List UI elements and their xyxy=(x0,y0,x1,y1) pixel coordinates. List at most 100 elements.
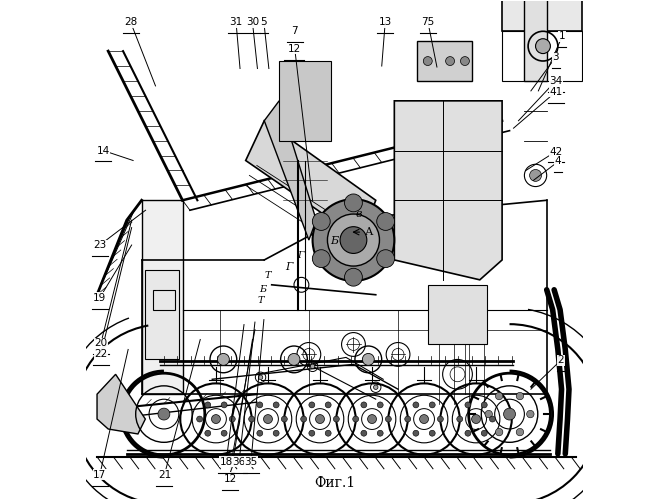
Text: 20: 20 xyxy=(94,338,107,348)
Circle shape xyxy=(309,430,315,436)
Circle shape xyxy=(257,430,263,436)
Text: 12: 12 xyxy=(223,474,237,484)
Text: 2: 2 xyxy=(557,356,564,366)
Circle shape xyxy=(217,354,229,366)
Circle shape xyxy=(300,416,306,422)
Circle shape xyxy=(333,416,339,422)
Circle shape xyxy=(325,430,331,436)
Circle shape xyxy=(345,268,363,286)
Circle shape xyxy=(257,402,263,408)
Circle shape xyxy=(536,38,551,54)
Text: 12: 12 xyxy=(288,44,300,54)
Circle shape xyxy=(211,414,220,424)
Circle shape xyxy=(490,416,496,422)
Polygon shape xyxy=(145,270,179,360)
Circle shape xyxy=(325,402,331,408)
Circle shape xyxy=(377,402,383,408)
Circle shape xyxy=(264,414,272,424)
Circle shape xyxy=(429,430,436,436)
Text: Б: Б xyxy=(330,236,339,246)
Text: 13: 13 xyxy=(379,18,392,28)
Polygon shape xyxy=(264,101,316,240)
Circle shape xyxy=(385,416,391,422)
Text: 14: 14 xyxy=(96,146,110,156)
Circle shape xyxy=(446,56,454,66)
Text: Г: Г xyxy=(298,252,304,260)
Circle shape xyxy=(221,402,227,408)
Text: Фиг.1: Фиг.1 xyxy=(314,476,355,490)
Bar xyxy=(502,31,583,81)
Circle shape xyxy=(472,414,480,424)
Circle shape xyxy=(258,375,263,380)
Circle shape xyxy=(481,430,487,436)
Text: 18: 18 xyxy=(219,457,233,467)
Bar xyxy=(502,0,583,31)
Text: 42: 42 xyxy=(549,146,563,156)
Circle shape xyxy=(438,416,444,422)
Circle shape xyxy=(377,430,383,436)
Text: в: в xyxy=(355,209,362,219)
Polygon shape xyxy=(142,200,183,394)
Circle shape xyxy=(516,392,524,400)
Circle shape xyxy=(363,354,374,366)
Text: Т: Т xyxy=(264,272,271,280)
Circle shape xyxy=(312,250,330,268)
Circle shape xyxy=(377,212,395,230)
Text: Г: Г xyxy=(285,262,292,272)
Circle shape xyxy=(316,414,324,424)
Text: Т: Т xyxy=(258,296,264,305)
Text: 5: 5 xyxy=(261,18,267,28)
Circle shape xyxy=(361,430,367,436)
Circle shape xyxy=(197,416,203,422)
Circle shape xyxy=(413,402,419,408)
Circle shape xyxy=(327,214,379,266)
Text: 7: 7 xyxy=(291,26,297,36)
Circle shape xyxy=(158,408,170,420)
Circle shape xyxy=(377,250,395,268)
Polygon shape xyxy=(97,374,145,434)
Circle shape xyxy=(496,392,503,400)
Bar xyxy=(427,285,487,344)
Text: 75: 75 xyxy=(421,18,435,28)
Circle shape xyxy=(353,416,359,422)
Circle shape xyxy=(205,402,211,408)
Circle shape xyxy=(361,402,367,408)
Text: 3: 3 xyxy=(553,52,559,62)
Circle shape xyxy=(205,430,211,436)
Text: Б: Б xyxy=(259,286,266,294)
Text: 4: 4 xyxy=(555,156,561,166)
Text: 7: 7 xyxy=(227,464,233,474)
Text: 31: 31 xyxy=(229,18,243,28)
Circle shape xyxy=(221,430,227,436)
Text: 19: 19 xyxy=(93,292,106,302)
Circle shape xyxy=(457,416,463,422)
Circle shape xyxy=(373,385,378,390)
Circle shape xyxy=(282,416,287,422)
Circle shape xyxy=(273,430,279,436)
Circle shape xyxy=(465,402,471,408)
Bar xyxy=(417,41,472,81)
Circle shape xyxy=(288,354,300,366)
Circle shape xyxy=(229,416,235,422)
Circle shape xyxy=(485,410,492,418)
Text: 41: 41 xyxy=(549,87,563,97)
Circle shape xyxy=(405,416,411,422)
Circle shape xyxy=(309,402,315,408)
Circle shape xyxy=(367,414,377,424)
Circle shape xyxy=(345,194,363,212)
Circle shape xyxy=(496,428,503,436)
Text: 30: 30 xyxy=(246,18,259,28)
Circle shape xyxy=(516,428,524,436)
Circle shape xyxy=(504,408,516,420)
Circle shape xyxy=(530,170,541,181)
Text: 1: 1 xyxy=(559,31,565,41)
Text: 17: 17 xyxy=(93,470,106,480)
Circle shape xyxy=(340,226,367,254)
Circle shape xyxy=(429,402,436,408)
Text: А: А xyxy=(365,227,373,237)
Text: 28: 28 xyxy=(124,18,137,28)
Circle shape xyxy=(310,364,315,368)
Polygon shape xyxy=(246,120,376,240)
Text: 21: 21 xyxy=(158,470,171,480)
Circle shape xyxy=(419,414,429,424)
